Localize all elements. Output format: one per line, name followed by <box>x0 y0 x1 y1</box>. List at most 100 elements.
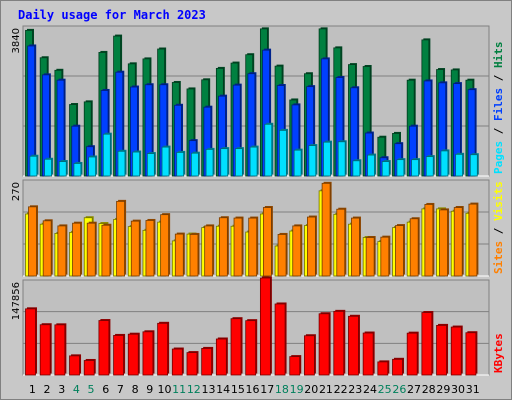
y-max-label: 3840 <box>11 28 22 53</box>
bar-kbytes-day-19 <box>289 356 301 376</box>
side-label-1: Pages / Files / Hits <box>492 42 505 175</box>
bar-sites-day-26 <box>395 225 404 277</box>
bar-sites-day-21 <box>321 182 331 277</box>
side-label-separator: / <box>492 221 505 241</box>
y-max-label: 147856 <box>11 282 22 320</box>
bar-sites-day-23 <box>351 217 360 277</box>
bar-pages-day-15 <box>235 148 243 177</box>
bar-sites-day-15 <box>233 217 243 277</box>
bar-kbytes-day-8 <box>127 333 139 376</box>
bar-pages-day-6 <box>102 133 111 177</box>
bar-sites-day-17 <box>262 207 272 277</box>
bar-sites-day-27 <box>409 218 419 277</box>
bar-kbytes-day-25 <box>377 361 389 376</box>
bar-sites-day-6 <box>101 224 111 277</box>
side-label-kbytes: KBytes <box>492 333 505 373</box>
bar-kbytes-day-1 <box>25 308 36 376</box>
side-label-2: Sites / Visits <box>492 181 505 274</box>
bar-kbytes-day-9 <box>142 331 154 376</box>
bar-pages-day-10 <box>161 146 170 177</box>
side-label-hits: Hits <box>492 42 505 69</box>
bar-kbytes-day-14 <box>215 338 227 376</box>
bar-pages-day-27 <box>411 159 419 177</box>
day-label-12: 12 <box>187 383 201 396</box>
bar-kbytes-day-29 <box>436 324 447 376</box>
bar-sites-day-19 <box>292 225 302 277</box>
side-label-sites: Sites <box>492 241 505 274</box>
day-label-26: 26 <box>392 383 406 396</box>
bar-sites-day-7 <box>116 200 125 277</box>
bar-sites-day-30 <box>453 207 463 277</box>
side-label-3: KBytes <box>492 333 505 373</box>
side-label-pages: Pages <box>492 141 505 174</box>
bar-pages-day-30 <box>455 153 464 177</box>
bar-sites-day-1 <box>28 206 37 277</box>
bar-sites-day-9 <box>145 220 155 277</box>
bar-kbytes-day-17 <box>259 277 271 376</box>
bar-kbytes-day-3 <box>54 324 66 376</box>
bar-kbytes-day-28 <box>421 312 433 376</box>
day-label-28: 28 <box>422 383 436 396</box>
bar-kbytes-day-22 <box>333 310 345 376</box>
bar-pages-day-2 <box>44 158 52 177</box>
bar-kbytes-day-10 <box>157 322 169 376</box>
bar-pages-day-8 <box>132 151 141 177</box>
bar-kbytes-day-24 <box>362 332 374 376</box>
bar-kbytes-day-5 <box>83 360 95 376</box>
bar-sites-day-28 <box>424 204 434 277</box>
bar-pages-day-28 <box>425 156 434 177</box>
bar-pages-day-16 <box>249 146 258 177</box>
bar-kbytes-day-2 <box>39 324 51 376</box>
day-label-2: 2 <box>44 383 51 396</box>
bar-pages-day-18 <box>279 129 287 177</box>
bar-kbytes-day-15 <box>230 318 242 376</box>
bar-kbytes-day-30 <box>450 326 462 376</box>
day-label-18: 18 <box>275 383 289 396</box>
bar-sites-day-20 <box>307 216 316 277</box>
bar-sites-day-31 <box>468 203 478 277</box>
bar-pages-day-9 <box>146 153 155 177</box>
day-label-17: 17 <box>260 383 274 396</box>
bar-pages-day-13 <box>205 148 214 177</box>
bar-sites-day-13 <box>204 225 214 277</box>
day-label-31: 31 <box>466 383 480 396</box>
side-label-visits: Visits <box>492 181 505 221</box>
day-label-11: 11 <box>172 383 186 396</box>
bar-sites-day-24 <box>365 237 375 277</box>
day-label-27: 27 <box>407 383 421 396</box>
bar-kbytes-day-11 <box>171 348 183 376</box>
bar-pages-day-31 <box>469 154 478 177</box>
bar-pages-day-20 <box>308 145 317 177</box>
day-label-10: 10 <box>157 383 171 396</box>
day-label-9: 9 <box>146 383 153 396</box>
bar-kbytes-day-7 <box>113 335 124 376</box>
bar-sites-day-29 <box>439 209 448 277</box>
bar-sites-day-12 <box>189 234 199 277</box>
day-label-15: 15 <box>231 383 245 396</box>
bar-kbytes-day-26 <box>392 358 403 376</box>
bar-kbytes-day-6 <box>98 320 110 376</box>
bar-sites-day-2 <box>42 220 52 277</box>
bar-pages-day-26 <box>396 159 405 177</box>
day-label-5: 5 <box>88 383 95 396</box>
day-label-3: 3 <box>58 383 65 396</box>
day-label-20: 20 <box>304 383 318 396</box>
day-label-19: 19 <box>290 383 304 396</box>
bar-kbytes-day-12 <box>186 352 198 376</box>
chart-title: Daily usage for March 2023 <box>18 8 206 22</box>
bar-sites-day-5 <box>86 222 96 277</box>
bar-pages-day-29 <box>440 150 449 177</box>
bar-sites-day-22 <box>336 208 346 277</box>
bar-sites-day-10 <box>160 214 170 277</box>
day-label-21: 21 <box>319 383 333 396</box>
bar-pages-day-14 <box>220 148 229 177</box>
day-label-8: 8 <box>132 383 139 396</box>
bar-pages-day-3 <box>58 161 67 177</box>
bar-kbytes-day-18 <box>274 303 286 376</box>
bar-sites-day-3 <box>57 225 67 277</box>
bar-pages-day-7 <box>117 150 126 177</box>
bar-pages-day-24 <box>367 154 375 177</box>
bar-pages-day-22 <box>337 141 346 177</box>
bar-kbytes-day-13 <box>201 348 213 376</box>
